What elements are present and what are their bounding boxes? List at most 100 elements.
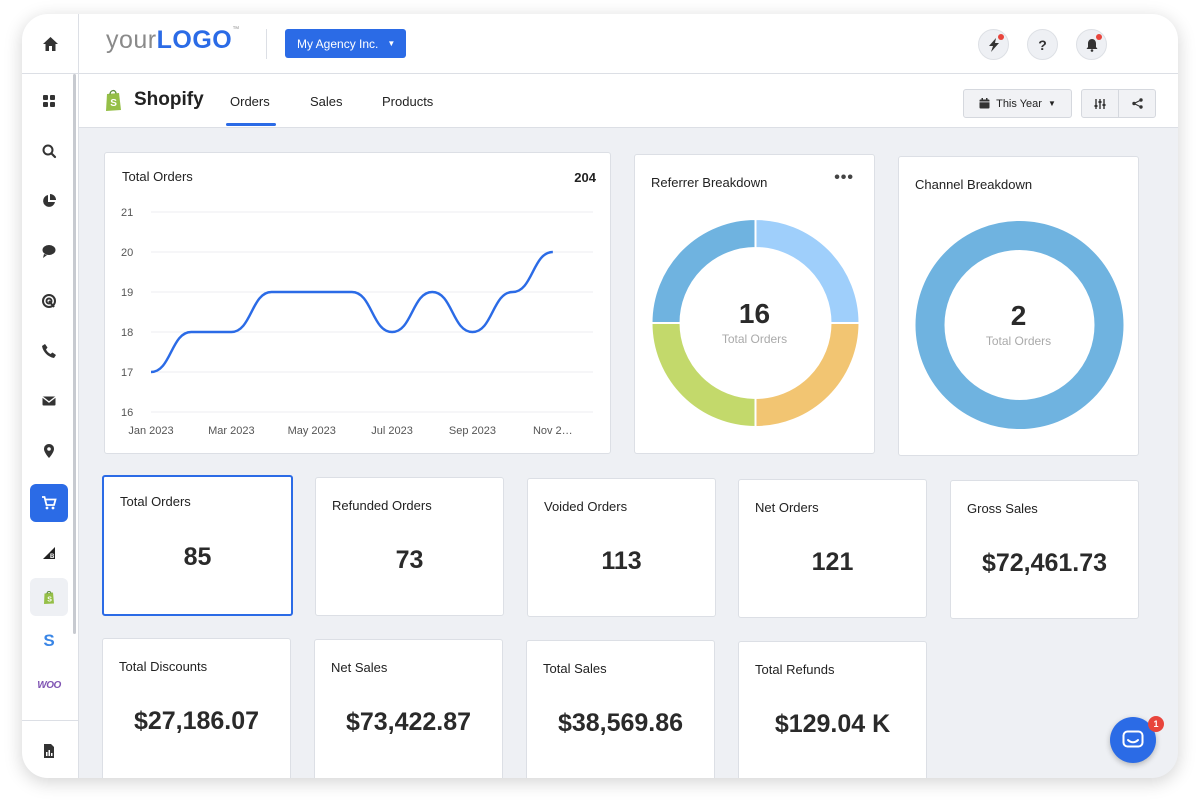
report-file-icon (44, 744, 54, 758)
metric-card-voided-orders[interactable]: Voided Orders 113 (527, 478, 716, 617)
svg-text:S: S (47, 597, 52, 604)
phone-icon (42, 344, 56, 358)
channel-breakdown-card[interactable]: Channel Breakdown 2 Total Orders (898, 156, 1139, 456)
help-button[interactable]: ? (1027, 29, 1058, 60)
x-tick-label: Mar 2023 (208, 425, 254, 437)
header-divider (266, 29, 267, 59)
x-tick-label: Nov 2… (533, 425, 573, 437)
metric-value: $73,422.87 (345, 708, 472, 736)
target-icon (42, 294, 56, 308)
sidebar-scrollbar[interactable] (73, 74, 76, 634)
metric-value: $72,461.73 (981, 549, 1108, 577)
donut-total-label: Total Orders (721, 332, 788, 346)
bigcommerce-icon: B (43, 547, 55, 560)
x-tick-label: May 2023 (288, 425, 336, 437)
chat-icon (1122, 730, 1144, 748)
svg-text:S: S (110, 98, 117, 109)
chat-unread-badge: 1 (1148, 716, 1164, 732)
total-orders-chart-card[interactable]: Total Orders 204 16 17 18 19 20 21 Jan 2023 Mar… (104, 152, 611, 454)
date-range-label: This Year (996, 97, 1042, 110)
metric-card-total-discounts[interactable]: Total Discounts $27,186.07 (102, 638, 291, 778)
sidebar-item-dashboard[interactable] (30, 82, 68, 120)
metric-card-total-sales[interactable]: Total Sales $38,569.86 (526, 640, 715, 778)
metric-label: Refunded Orders (332, 498, 432, 513)
svg-text:B: B (50, 554, 55, 560)
agency-dropdown[interactable]: My Agency Inc. ▼ (285, 29, 406, 58)
metric-card-gross-sales[interactable]: Gross Sales $72,461.73 (950, 480, 1139, 619)
chart-total: 204 (574, 170, 596, 185)
sidebar-item-calls[interactable] (30, 332, 68, 370)
tab-products[interactable]: Products (382, 94, 434, 109)
sidebar-item-reports-file[interactable] (30, 732, 68, 770)
caret-down-icon: ▼ (1047, 99, 1056, 108)
metric-value: $38,569.86 (557, 709, 684, 737)
toolbar-group (1081, 89, 1156, 118)
sidebar-item-email[interactable] (30, 382, 68, 420)
home-button[interactable] (22, 14, 78, 74)
quick-actions-button[interactable] (978, 29, 1009, 60)
metric-card-total-refunds[interactable]: Total Refunds $129.04 K (738, 641, 927, 778)
y-tick-label: 20 (121, 247, 133, 259)
metric-card-net-sales[interactable]: Net Sales $73,422.87 (314, 639, 503, 778)
chart-title: Total Orders (122, 169, 193, 184)
shopify-logo-icon: S (106, 89, 121, 111)
search-icon (42, 144, 57, 159)
metric-label: Voided Orders (544, 499, 628, 514)
metric-card-total-orders[interactable]: Total Orders 85 (102, 475, 293, 616)
tab-orders[interactable]: Orders (230, 94, 270, 109)
date-range-dropdown[interactable]: This Year ▼ (963, 89, 1072, 118)
more-options-icon[interactable]: ••• (834, 169, 854, 186)
integration-header: S Shopify Orders Sales Products This Yea… (79, 74, 1178, 128)
notification-dot (1096, 34, 1102, 40)
metric-label: Gross Sales (967, 501, 1038, 516)
stripe-icon: S (43, 631, 55, 650)
top-header: yourLOGO™ My Agency Inc. ▼ ? (79, 14, 1178, 74)
referrer-donut-chart (650, 217, 861, 429)
y-tick-label: 21 (121, 207, 133, 219)
sidebar-item-shopify[interactable]: S (30, 578, 68, 616)
metric-value: $129.04 K (774, 710, 891, 738)
metric-label: Total Orders (120, 494, 191, 509)
grid-icon (43, 95, 55, 107)
donut-total: 2 (1010, 300, 1027, 331)
sidebar-item-bigcommerce[interactable]: B (30, 534, 68, 572)
metric-card-net-orders[interactable]: Net Orders 121 (738, 479, 927, 618)
question-mark-icon: ? (1038, 36, 1047, 53)
pie-chart-icon (43, 194, 56, 207)
metric-value: $27,186.07 (133, 707, 260, 735)
metric-value: 113 (601, 547, 642, 575)
sidebar-item-reports[interactable] (30, 182, 68, 220)
caret-down-icon: ▼ (387, 39, 396, 48)
sidebar-item-local[interactable] (30, 432, 68, 470)
card-title: Channel Breakdown (915, 177, 1033, 192)
x-tick-label: Jan 2023 (128, 425, 173, 437)
metric-card-refunded-orders[interactable]: Refunded Orders 73 (315, 477, 504, 616)
sidebar-item-woocommerce[interactable]: WOO (30, 666, 68, 704)
donut-center: 2 Total Orders (899, 300, 1138, 348)
brand-logo[interactable]: yourLOGO™ (106, 26, 240, 54)
donut-total-label: Total Orders (985, 334, 1052, 348)
sliders-icon (1094, 98, 1106, 109)
sidebar-item-seo[interactable] (30, 132, 68, 170)
x-tick-label: Sep 2023 (449, 425, 496, 437)
y-tick-label: 16 (121, 407, 133, 419)
sidebar-item-social[interactable] (30, 232, 68, 270)
shopify-bag-icon: S (44, 591, 54, 604)
y-tick-label: 17 (121, 367, 133, 379)
y-tick-label: 18 (121, 327, 133, 339)
donut-total: 16 (738, 298, 771, 329)
map-pin-icon (44, 444, 54, 458)
tab-sales[interactable]: Sales (310, 94, 343, 109)
sidebar-item-ppc[interactable] (30, 282, 68, 320)
notifications-button[interactable] (1076, 29, 1107, 60)
metric-value: 85 (183, 543, 212, 571)
woocommerce-icon: WOO (37, 679, 61, 691)
sidebar-item-stripe[interactable]: S (30, 622, 68, 660)
series-line (150, 250, 554, 374)
envelope-icon (42, 396, 56, 406)
sidebar-item-ecommerce[interactable] (30, 484, 68, 522)
referrer-breakdown-card[interactable]: Referrer Breakdown ••• 16 Total Orders (634, 154, 875, 454)
share-button[interactable] (1118, 90, 1155, 117)
filter-settings-button[interactable] (1082, 90, 1118, 117)
total-orders-line-chart: 16 17 18 19 20 21 Jan 2023 Mar 2023 May 2023 Jul … (121, 207, 593, 437)
